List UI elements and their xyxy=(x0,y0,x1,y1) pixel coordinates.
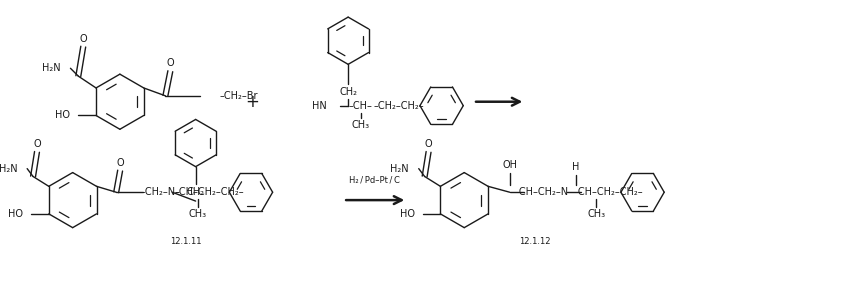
Text: CH₂: CH₂ xyxy=(338,87,357,97)
Text: –CH–CH₂–CH₂–: –CH–CH₂–CH₂– xyxy=(572,187,642,197)
Text: H: H xyxy=(571,162,579,172)
Text: –CH–CH₂–N–: –CH–CH₂–N– xyxy=(514,187,573,197)
Text: H₂ / Pd–Pt / C: H₂ / Pd–Pt / C xyxy=(349,176,400,185)
Text: –CH₂–N–: –CH₂–N– xyxy=(140,187,181,197)
Text: OH: OH xyxy=(501,160,517,170)
Text: +: + xyxy=(245,93,258,111)
Text: –CH₂–CH₂–: –CH₂–CH₂– xyxy=(374,101,425,111)
Text: H₂N: H₂N xyxy=(0,164,17,174)
Text: 12.1.12: 12.1.12 xyxy=(519,237,550,246)
Text: CH₂: CH₂ xyxy=(187,187,204,197)
Text: HO: HO xyxy=(56,111,70,120)
Text: –CH–: –CH– xyxy=(349,101,372,111)
Text: O: O xyxy=(166,58,174,68)
Text: –CH–CH₂–CH₂–: –CH–CH₂–CH₂– xyxy=(175,187,244,197)
Text: O: O xyxy=(425,139,432,149)
Text: CH₃: CH₃ xyxy=(351,120,370,130)
Text: CH₃: CH₃ xyxy=(587,209,604,219)
Text: –CH₂–Br: –CH₂–Br xyxy=(219,91,257,101)
Text: H₂N: H₂N xyxy=(42,63,61,73)
Text: 12.1.11: 12.1.11 xyxy=(170,237,202,246)
Text: H₂N: H₂N xyxy=(390,164,408,174)
Text: HO: HO xyxy=(8,209,23,219)
Text: O: O xyxy=(116,158,124,168)
Text: O: O xyxy=(33,139,41,149)
Text: HN: HN xyxy=(311,101,326,111)
Text: CH₃: CH₃ xyxy=(188,209,207,219)
Text: O: O xyxy=(79,34,87,44)
Text: HO: HO xyxy=(399,209,414,219)
